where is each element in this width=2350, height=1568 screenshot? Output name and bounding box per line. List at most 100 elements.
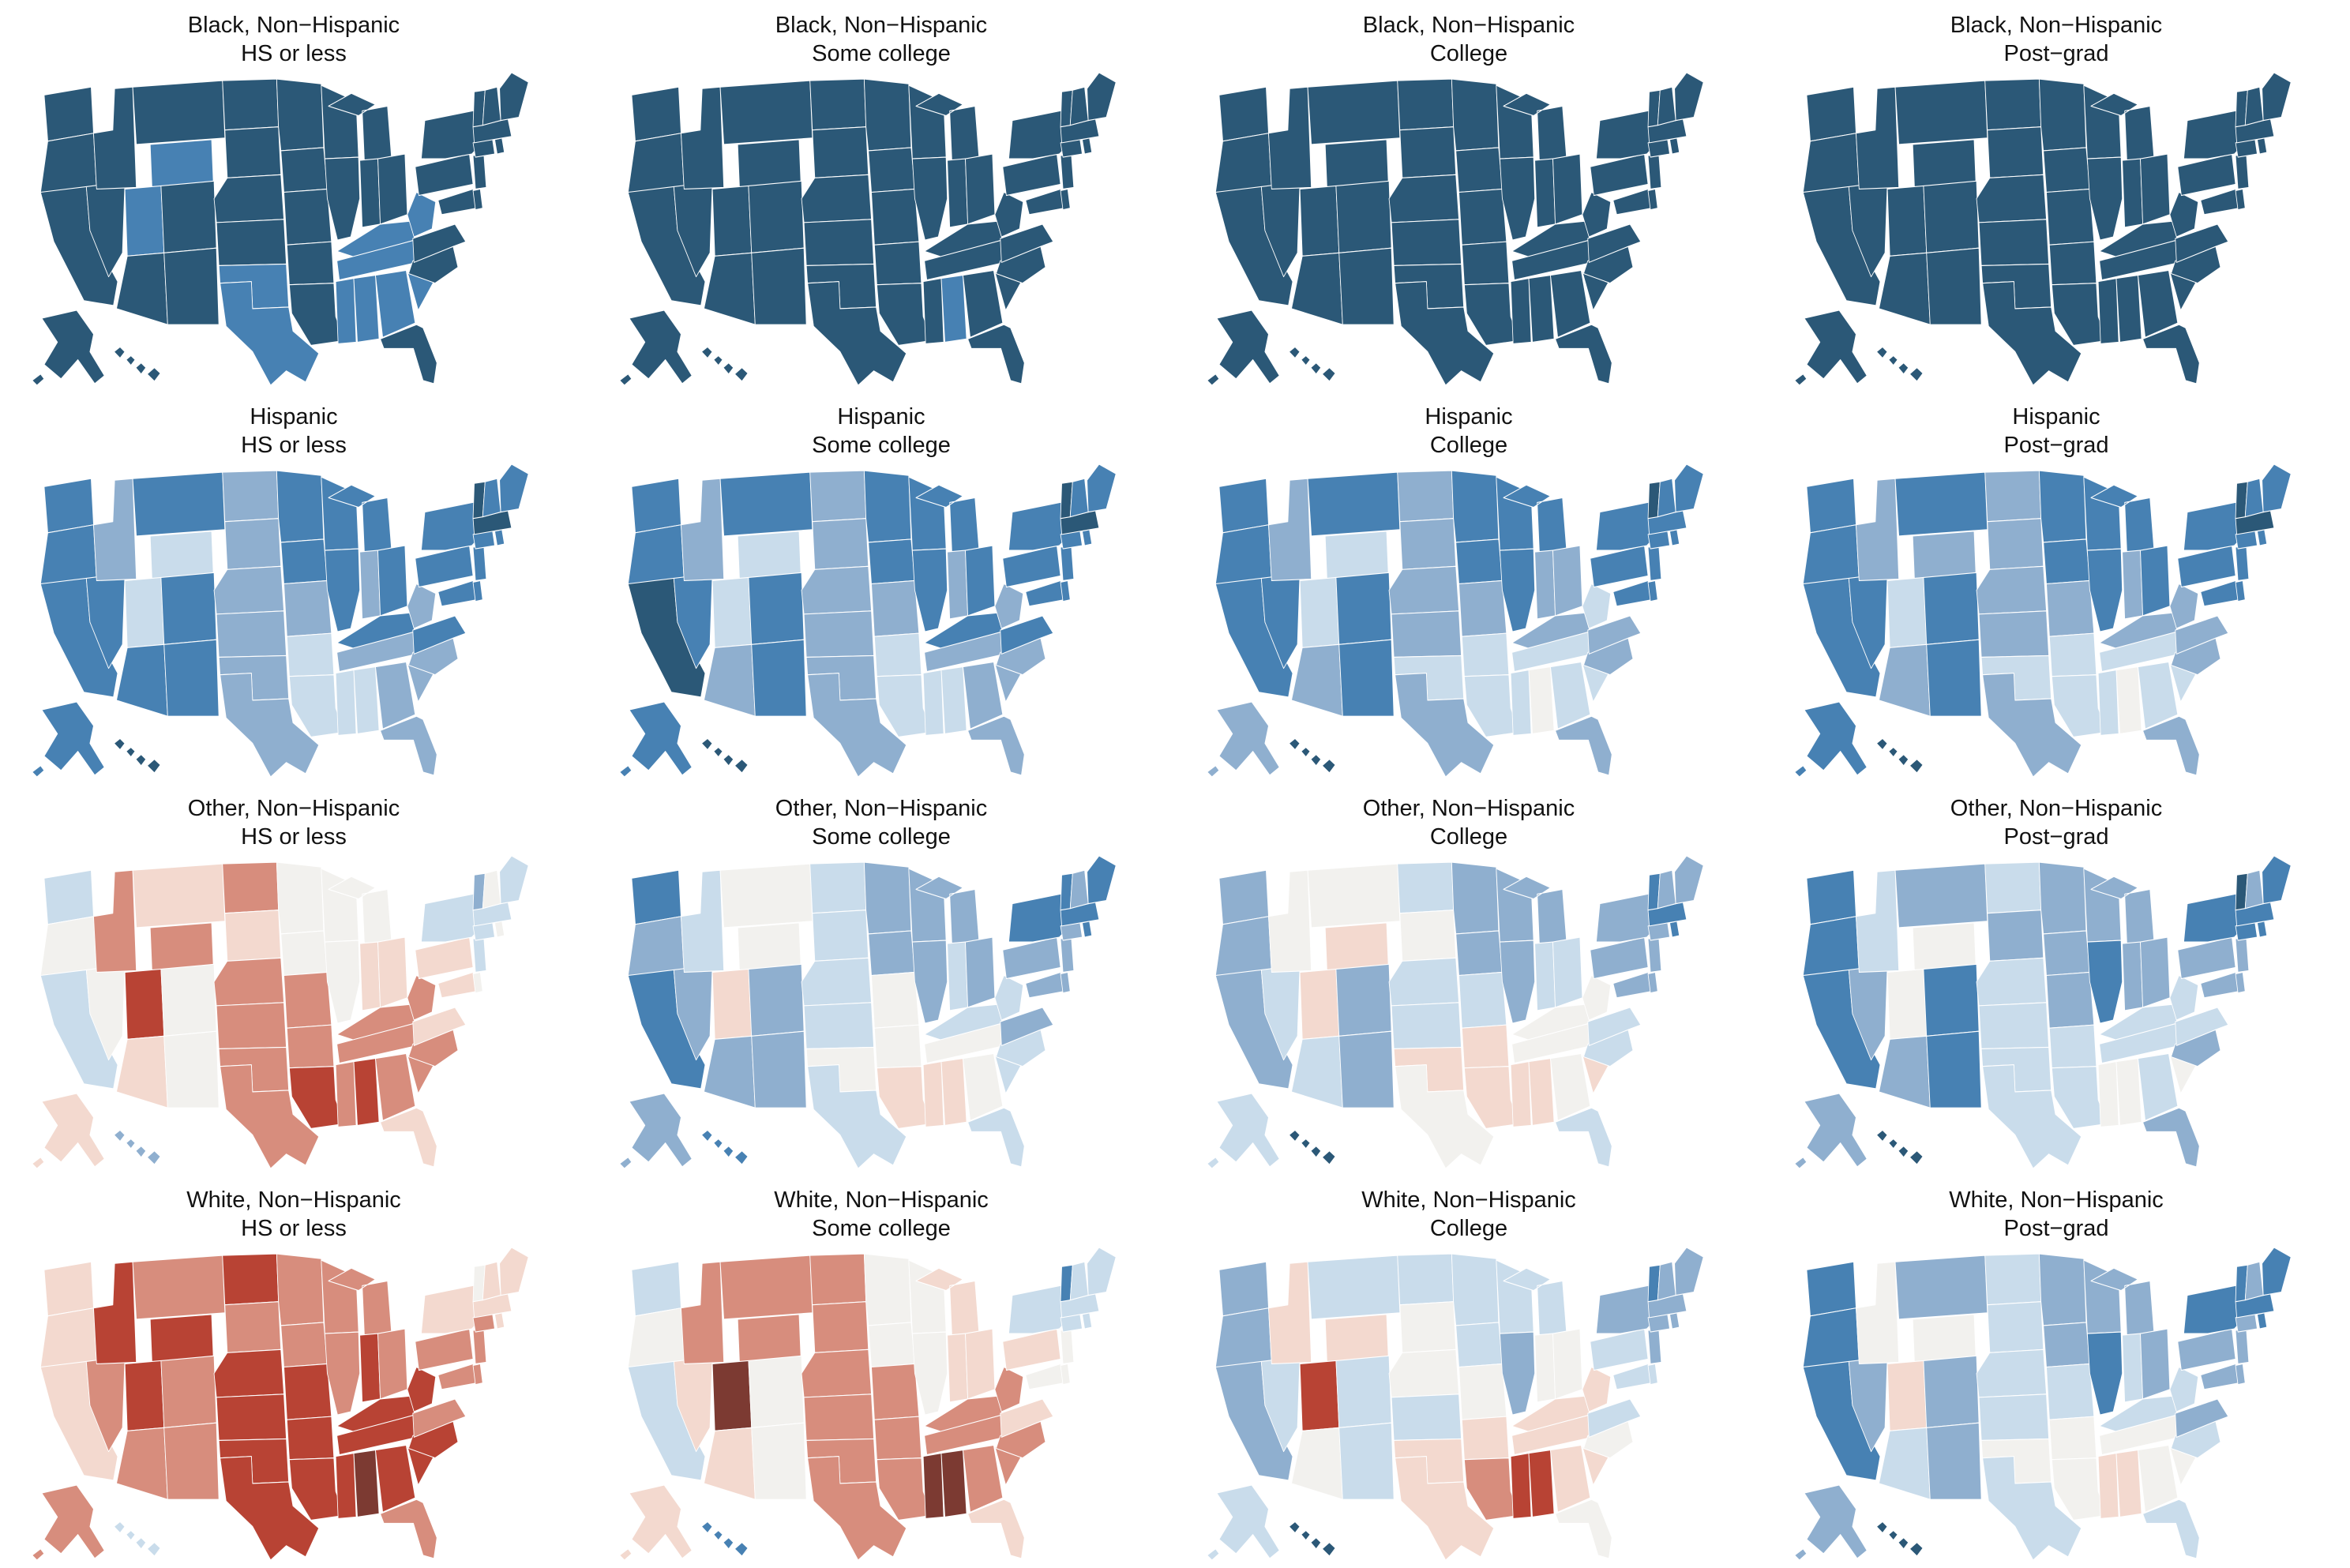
state-AK	[1794, 701, 1868, 778]
state-HI	[113, 346, 161, 382]
state-SD	[1399, 518, 1457, 570]
state-DE	[1647, 580, 1658, 602]
state-MN	[863, 470, 912, 543]
us-map-black-some-college	[619, 73, 1117, 386]
state-MD	[2200, 1363, 2240, 1390]
state-FL	[1555, 324, 1612, 384]
state-RI	[2257, 921, 2268, 938]
state-NJ	[1647, 153, 1662, 190]
state-OR	[1802, 524, 1860, 585]
state-HI	[1288, 737, 1336, 774]
facet-hispanic-hs: Hispanic HS or less	[0, 392, 588, 783]
state-FL	[967, 715, 1025, 776]
state-DE	[1060, 1363, 1071, 1386]
state-NM	[751, 1422, 807, 1500]
state-WA	[1218, 478, 1269, 534]
state-NH	[482, 86, 501, 126]
state-GA	[2138, 661, 2179, 730]
state-OH	[2140, 545, 2171, 617]
state-FL	[380, 1107, 437, 1168]
state-NM	[1338, 639, 1395, 717]
state-RI	[1082, 137, 1093, 155]
facet-education-label: College	[1429, 41, 1508, 66]
state-MO	[283, 580, 332, 637]
state-MD	[2200, 971, 2240, 999]
state-DE	[1647, 188, 1658, 211]
state-TX	[807, 673, 907, 778]
state-MO	[871, 1363, 920, 1420]
state-PA	[1002, 1328, 1061, 1371]
state-SD	[224, 910, 282, 962]
state-MD	[1612, 971, 1653, 999]
state-NE	[1388, 565, 1459, 615]
state-PA	[1002, 936, 1061, 980]
state-NE	[801, 1349, 872, 1398]
state-HI	[1875, 1521, 1924, 1557]
facet-education-label: Some college	[812, 41, 951, 66]
state-ND	[1984, 78, 2042, 131]
state-NH	[1657, 478, 1676, 518]
state-OR	[1802, 1307, 1860, 1368]
state-AZ	[1879, 1427, 1931, 1500]
state-IL	[2086, 548, 2123, 632]
state-WV	[994, 583, 1024, 629]
state-OH	[377, 1328, 408, 1400]
state-NM	[1338, 1030, 1395, 1108]
facet-other-some-college: Other, Non−Hispanic Some college	[588, 783, 1175, 1175]
state-NJ	[1647, 545, 1662, 582]
state-ME	[499, 73, 529, 122]
state-NE	[801, 957, 872, 1007]
facet-education-label: HS or less	[241, 1216, 347, 1241]
state-IN	[359, 941, 381, 1011]
state-WA	[631, 1261, 681, 1317]
state-AZ	[1879, 643, 1931, 717]
state-AL	[1528, 666, 1555, 734]
state-UT	[1299, 576, 1340, 648]
state-MD	[2200, 580, 2240, 607]
state-SD	[812, 126, 869, 178]
state-HI	[113, 1521, 161, 1557]
state-FL	[967, 1107, 1025, 1168]
state-WV	[2169, 974, 2199, 1021]
state-SD	[1987, 910, 2044, 962]
state-MT	[132, 471, 226, 537]
state-RI	[494, 921, 505, 938]
state-IN	[1534, 158, 1556, 228]
state-NM	[1926, 247, 1982, 325]
state-NH	[1657, 869, 1676, 910]
state-MD	[2200, 188, 2240, 216]
state-MD	[1612, 1363, 1653, 1390]
state-AZ	[1291, 1427, 1343, 1500]
state-NH	[1657, 1261, 1676, 1301]
state-AZ	[1291, 252, 1343, 325]
state-OR	[1214, 133, 1272, 193]
facet-education-label: Post−grad	[2003, 1216, 2109, 1241]
us-map-hispanic-post-grad	[1794, 464, 2292, 778]
state-WV	[1582, 583, 1612, 629]
facet-education-label: Some college	[812, 433, 951, 458]
state-OH	[965, 1328, 996, 1400]
state-HI	[700, 737, 749, 774]
state-MS	[335, 670, 357, 736]
state-PA	[2177, 936, 2236, 980]
state-WV	[1582, 1366, 1612, 1412]
state-MT	[1307, 471, 1401, 537]
state-IL	[911, 940, 948, 1024]
state-TX	[1982, 1456, 2082, 1561]
state-ID	[1856, 478, 1900, 582]
state-NH	[2244, 869, 2264, 910]
state-MT	[1307, 863, 1401, 928]
state-NE	[801, 174, 872, 223]
state-MT	[132, 80, 226, 145]
state-HI	[1288, 1129, 1336, 1165]
state-PA	[1590, 1328, 1649, 1371]
state-ND	[222, 1253, 280, 1306]
state-NE	[213, 174, 284, 223]
state-OR	[39, 524, 97, 585]
state-VA	[412, 1398, 467, 1438]
state-MN	[1451, 78, 1500, 152]
state-OR	[1214, 916, 1272, 977]
us-map-hispanic-college	[1207, 464, 1704, 778]
state-WA	[631, 478, 681, 534]
state-IL	[1499, 1331, 1536, 1416]
